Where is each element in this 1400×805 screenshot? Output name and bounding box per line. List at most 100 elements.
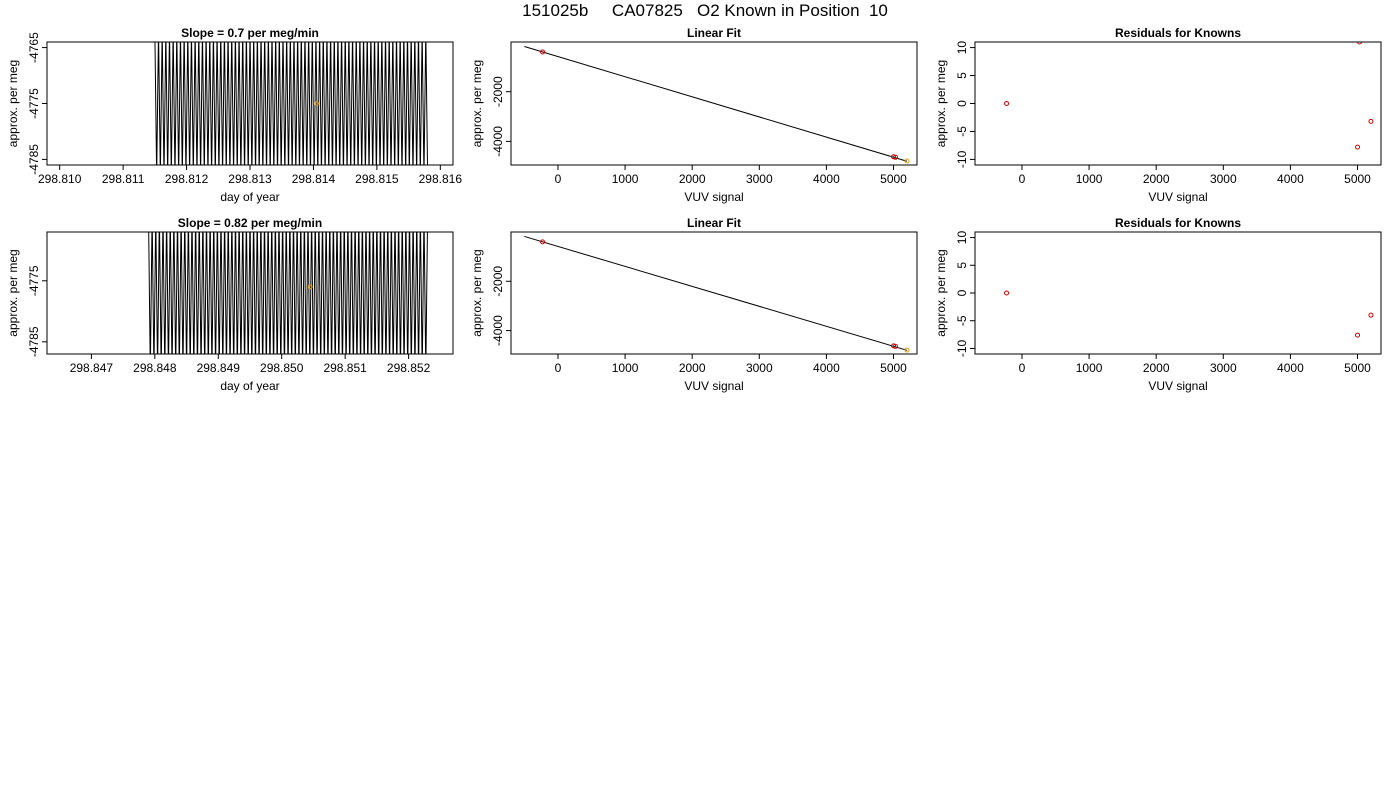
data-point-3 [1368,118,1374,124]
data-layer [148,232,428,354]
x-tick-label: 5000 [1344,172,1371,186]
y-axis-label: approx. per meg [6,249,20,336]
x-axis-label: VUV signal [1148,190,1207,204]
data-point-2 [1368,312,1374,318]
chart-title: Slope = 0.7 per meg/min [181,26,319,40]
highlight-point [314,101,319,106]
y-tick-label: 10 [955,41,969,55]
y-tick-label: -2000 [491,76,505,107]
series-line-1 [154,42,428,165]
chart-panel-3: Residuals for Knowns 0 1000 2000 3000 4000 500… [934,26,1382,204]
data-point-2 [1357,42,1363,45]
y-tick-label: -4765 [27,32,41,63]
y-tick-label: 10 [955,231,969,245]
data-point-2 [891,343,897,349]
x-tick-label: 3000 [1210,172,1237,186]
x-axis-label: day of year [220,379,279,393]
chart-title: Slope = 0.82 per meg/min [178,216,322,230]
highlight-point [307,284,313,290]
x-tick-label: 1000 [612,172,639,186]
page-title: 151025b CA07825 O2 Known in Position 10 [522,1,888,20]
y-tick-label: -4775 [27,265,41,296]
x-tick-label: 298.851 [323,361,367,375]
x-tick-label: 298.812 [165,172,209,186]
data-point-4 [904,347,910,353]
y-tick-label: -4785 [27,144,41,175]
x-tick-label: 0 [1019,172,1026,186]
chart-title: Linear Fit [687,216,741,230]
data-point-3 [893,154,899,160]
plot-frame [974,41,1382,166]
data-layer [154,42,428,165]
data-point-1 [1004,290,1010,296]
y-tick-label: 0 [955,100,969,107]
y-axis-label: approx. per meg [934,249,948,336]
y-axis-label: approx. per meg [934,60,948,147]
chart-panel-2: Linear Fit 0 1000 2000 3000 4000 5000 -2000 -400… [470,26,918,204]
x-tick-label: 298.849 [197,361,241,375]
x-axis-label: day of year [220,190,279,204]
x-tick-label: 298.814 [292,172,336,186]
y-tick-label: -4785 [27,326,41,357]
fit-line [524,235,908,351]
x-tick-label: 298.848 [133,361,177,375]
x-tick-label: 298.852 [387,361,431,375]
x-tick-label: 3000 [746,361,773,375]
x-tick-label: 0 [555,361,562,375]
x-tick-label: 5000 [1344,361,1371,375]
y-tick-label: 0 [955,289,969,296]
data-point-2 [891,154,897,160]
y-tick-label: -10 [955,339,969,357]
y-axis-label: approx. per meg [6,60,20,147]
y-axis-label: approx. per meg [470,60,484,147]
plot-frame [510,231,918,355]
x-tick-label: 298.816 [419,172,463,186]
x-tick-label: 0 [1019,361,1026,375]
x-tick-label: 4000 [813,361,840,375]
x-tick-label: 0 [555,172,562,186]
data-layer [524,235,910,353]
chart-panel-4: Slope = 0.82 per meg/min 298.847 298.848 29… [6,216,454,393]
plot-frame [974,231,1382,355]
plot-frame [510,41,918,166]
data-layer [1004,42,1374,150]
data-layer [524,45,910,164]
x-tick-label: 2000 [679,172,706,186]
data-layer [1004,290,1374,338]
data-point-1 [1004,101,1010,106]
x-tick-label: 1000 [612,361,639,375]
x-axis-label: VUV signal [684,379,743,393]
x-tick-label: 4000 [1277,361,1304,375]
data-point-4 [904,158,910,164]
chart-panel-6: Residuals for Knowns 0 1000 2000 3000 4000 500… [934,216,1382,393]
x-tick-label: 3000 [746,172,773,186]
x-tick-label: 2000 [1143,361,1170,375]
x-tick-label: 298.813 [228,172,272,186]
x-tick-label: 298.811 [102,172,145,186]
chart-title: Residuals for Knowns [1115,216,1241,230]
y-tick-label: -4000 [491,315,505,346]
y-tick-label: 5 [955,262,969,269]
x-tick-label: 298.810 [38,172,82,186]
x-tick-label: 2000 [1143,172,1170,186]
y-tick-label: 5 [955,72,969,79]
y-tick-label: -10 [955,150,969,168]
y-tick-label: -4775 [27,88,41,119]
x-tick-label: 4000 [1277,172,1304,186]
x-tick-label: 298.847 [70,361,114,375]
plot-frame [46,231,454,355]
series-line-1 [148,232,428,354]
x-axis-label: VUV signal [1148,379,1207,393]
y-tick-label: -5 [955,315,969,326]
data-point-3 [1355,332,1361,338]
chart-title: Linear Fit [687,26,741,40]
x-tick-label: 5000 [880,172,907,186]
data-point-1 [540,239,546,245]
y-tick-label: -4000 [491,126,505,157]
fit-line [524,45,908,162]
data-point-1 [540,49,546,55]
chart-panel-1: Slope = 0.7 per meg/min 298.810 298.811 298… [6,26,462,204]
x-tick-label: 5000 [880,361,907,375]
y-axis-label: approx. per meg [470,249,484,336]
chart-panel-5: Linear Fit 0 1000 2000 3000 4000 5000 -2000 -400… [470,216,918,393]
